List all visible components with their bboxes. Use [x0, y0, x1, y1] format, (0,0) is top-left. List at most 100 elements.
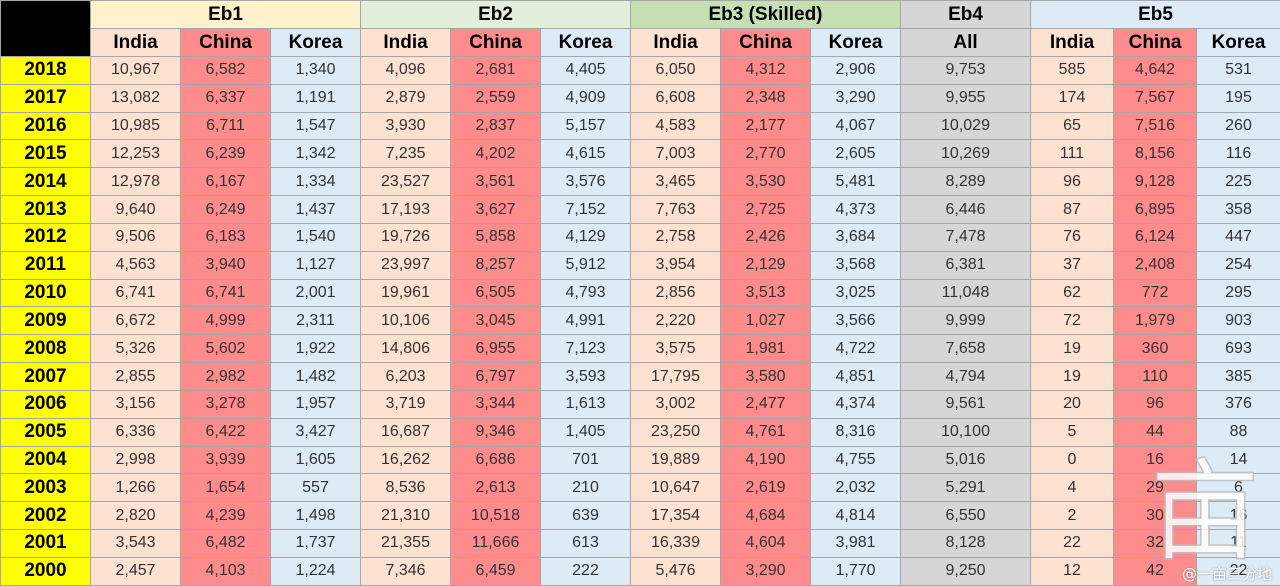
col-header-eb5-india: India — [1030, 28, 1114, 57]
value-cell-eb1-korea: 1,437 — [270, 195, 361, 224]
value-cell-eb2-india: 19,961 — [360, 278, 451, 308]
value-cell-eb3-korea: 4,373 — [810, 195, 901, 224]
col-header-eb3-india: India — [630, 28, 721, 57]
value-cell-eb1-india: 5,326 — [90, 334, 181, 364]
value-cell-eb3-korea: 2,605 — [810, 139, 901, 169]
value-cell-eb2-india: 4,096 — [360, 56, 451, 85]
value-cell-eb3-india: 7,763 — [630, 195, 721, 224]
value-cell-eb1-china: 6,337 — [180, 83, 271, 113]
value-cell-eb1-korea: 1,922 — [270, 334, 361, 364]
table-row: 2003 1,266 1,654 557 8,536 2,613 210 10,647 2,61… — [0, 473, 1280, 503]
value-cell-eb5-china: 1,979 — [1113, 306, 1197, 336]
value-cell-eb2-india: 17,193 — [360, 195, 451, 224]
value-cell-eb4-all: 8,289 — [900, 167, 1031, 197]
value-cell-eb2-china: 10,518 — [450, 501, 541, 531]
value-cell-eb3-india: 6,608 — [630, 83, 721, 113]
year-cell: 2007 — [0, 362, 91, 391]
value-cell-eb5-india: 76 — [1030, 222, 1114, 252]
value-cell-eb5-china: 2,408 — [1113, 250, 1197, 280]
value-cell-eb5-china: 7,516 — [1113, 111, 1197, 141]
value-cell-eb3-china: 4,312 — [720, 56, 811, 85]
value-cell-eb4-all: 9,999 — [900, 306, 1031, 336]
col-header-eb1-china: China — [180, 28, 271, 57]
value-cell-eb2-india: 16,687 — [360, 417, 451, 447]
value-cell-eb5-china: 4,642 — [1113, 56, 1197, 85]
value-cell-eb2-china: 9,346 — [450, 417, 541, 447]
value-cell-eb1-china: 6,167 — [180, 167, 271, 197]
value-cell-eb3-china: 2,725 — [720, 195, 811, 224]
value-cell-eb1-china: 4,239 — [180, 501, 271, 531]
value-cell-eb2-korea: 3,576 — [540, 167, 631, 197]
value-cell-eb2-india: 19,726 — [360, 222, 451, 252]
value-cell-eb2-china: 6,505 — [450, 278, 541, 308]
value-cell-eb4-all: 10,100 — [900, 417, 1031, 447]
value-cell-eb1-india: 6,672 — [90, 306, 181, 336]
year-cell: 2018 — [0, 56, 91, 85]
value-cell-eb1-korea: 1,540 — [270, 222, 361, 252]
value-cell-eb3-korea: 4,755 — [810, 445, 901, 475]
value-cell-eb3-india: 3,954 — [630, 250, 721, 280]
year-cell: 2016 — [0, 111, 91, 141]
value-cell-eb5-india: 174 — [1030, 83, 1114, 113]
value-cell-eb2-china: 2,681 — [450, 56, 541, 85]
value-cell-eb1-korea: 1,191 — [270, 83, 361, 113]
value-cell-eb2-china: 8,257 — [450, 250, 541, 280]
value-cell-eb5-korea: 295 — [1196, 278, 1280, 308]
value-cell-eb3-korea: 2,032 — [810, 473, 901, 503]
value-cell-eb1-india: 12,978 — [90, 167, 181, 197]
value-cell-eb5-china: 360 — [1113, 334, 1197, 364]
value-cell-eb3-korea: 3,981 — [810, 529, 901, 558]
value-cell-eb3-india: 2,220 — [630, 306, 721, 336]
value-cell-eb5-china: 772 — [1113, 278, 1197, 308]
table-row: 2001 3,543 6,482 1,737 21,355 11,666 613 16,339… — [0, 529, 1280, 558]
value-cell-eb1-china: 3,940 — [180, 250, 271, 280]
year-cell: 2008 — [0, 334, 91, 364]
year-cell: 2011 — [0, 250, 91, 280]
value-cell-eb3-india: 7,003 — [630, 139, 721, 169]
group-header-eb3: Eb3 (Skilled) — [630, 0, 901, 29]
value-cell-eb1-india: 3,156 — [90, 389, 181, 419]
value-cell-eb1-korea: 1,224 — [270, 556, 361, 586]
value-cell-eb5-india: 19 — [1030, 362, 1114, 391]
value-cell-eb2-korea: 4,991 — [540, 306, 631, 336]
value-cell-eb5-india: 22 — [1030, 529, 1114, 558]
value-cell-eb5-china: 42 — [1113, 556, 1197, 586]
table-row: 2008 5,326 5,602 1,922 14,806 6,955 7,123 3,575… — [0, 334, 1280, 364]
value-cell-eb1-india: 1,266 — [90, 473, 181, 503]
value-cell-eb3-china: 1,981 — [720, 334, 811, 364]
year-cell: 2017 — [0, 83, 91, 113]
table-row: 2006 3,156 3,278 1,957 3,719 3,344 1,613 3,002 2… — [0, 389, 1280, 419]
value-cell-eb5-india: 19 — [1030, 334, 1114, 364]
col-header-eb3-china: China — [720, 28, 811, 57]
col-header-eb2-china: China — [450, 28, 541, 57]
value-cell-eb1-china: 6,711 — [180, 111, 271, 141]
value-cell-eb2-india: 10,106 — [360, 306, 451, 336]
value-cell-eb5-india: 111 — [1030, 139, 1114, 169]
year-cell: 2003 — [0, 473, 91, 503]
year-cell: 2006 — [0, 389, 91, 419]
value-cell-eb2-china: 3,561 — [450, 167, 541, 197]
value-cell-eb5-korea: 6 — [1196, 473, 1280, 503]
value-cell-eb1-korea: 1,547 — [270, 111, 361, 141]
col-header-eb1-india: India — [90, 28, 181, 57]
year-cell: 2012 — [0, 222, 91, 252]
value-cell-eb3-china: 2,348 — [720, 83, 811, 113]
value-cell-eb5-india: 5 — [1030, 417, 1114, 447]
value-cell-eb2-india: 7,346 — [360, 556, 451, 586]
value-cell-eb1-korea: 1,340 — [270, 56, 361, 85]
year-cell: 2014 — [0, 167, 91, 197]
value-cell-eb3-india: 2,758 — [630, 222, 721, 252]
value-cell-eb5-china: 96 — [1113, 389, 1197, 419]
value-cell-eb3-korea: 4,374 — [810, 389, 901, 419]
table-row: 2007 2,855 2,982 1,482 6,203 6,797 3,593 17,795… — [0, 362, 1280, 391]
value-cell-eb3-india: 5,476 — [630, 556, 721, 586]
year-cell: 2010 — [0, 278, 91, 308]
table-row: 2011 4,563 3,940 1,127 23,997 8,257 5,912 3,954… — [0, 250, 1280, 280]
value-cell-eb2-korea: 639 — [540, 501, 631, 531]
value-cell-eb1-korea: 557 — [270, 473, 361, 503]
value-cell-eb2-india: 8,536 — [360, 473, 451, 503]
value-cell-eb2-india: 16,262 — [360, 445, 451, 475]
value-cell-eb2-korea: 5,157 — [540, 111, 631, 141]
value-cell-eb5-korea: 88 — [1196, 417, 1280, 447]
value-cell-eb2-korea: 7,123 — [540, 334, 631, 364]
